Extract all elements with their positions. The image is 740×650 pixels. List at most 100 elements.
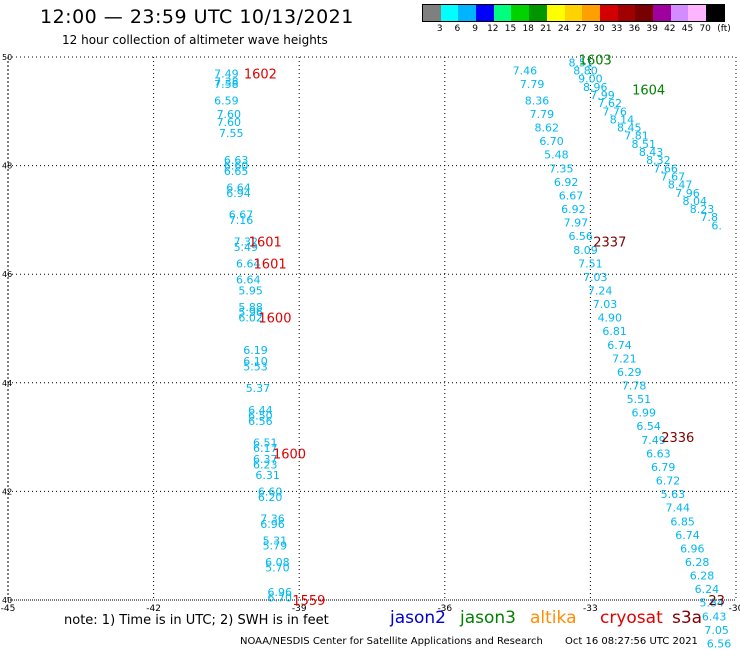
lat-tick-label: 50 (2, 53, 12, 62)
wave-height-value: 7.32 (234, 236, 259, 249)
legend-swatch (652, 5, 671, 21)
wave-height-value: 6.63 (224, 154, 249, 167)
map-subtitle: 12 hour collection of altimeter wave hei… (62, 33, 328, 47)
track-time-label: 2337 (593, 236, 626, 251)
wave-height-value: 8.32 (646, 154, 671, 167)
track-time-label: 1602 (244, 67, 277, 82)
wave-height-value: 6.24 (695, 583, 720, 596)
wave-height-value: 6.74 (607, 339, 632, 352)
legend-swatch (511, 5, 530, 21)
wave-height-value: 7.60 (217, 116, 242, 129)
wave-height-value: 6.96 (268, 586, 293, 599)
credit-line: NOAA/NESDIS Center for Satellite Applica… (240, 636, 543, 647)
wave-height-value: 5.70 (265, 561, 290, 574)
wave-height-value: 8.45 (617, 122, 642, 135)
axis-ticks: -45 -42 -39 -36 -33 -30 40 42 44 46 48 50 (1, 53, 740, 614)
wave-height-value: 6.17 (253, 442, 278, 455)
lat-tick-label: 44 (2, 379, 12, 388)
footnote: note: 1) Time is in UTC; 2) SWH is in fe… (64, 613, 329, 628)
legend-swatch (493, 5, 512, 21)
wave-height-value: 6.70 (268, 591, 293, 604)
satellite-name: cryosat (600, 608, 663, 628)
wave-height-value: 6.02 (238, 312, 263, 325)
wave-height-value: 7.66 (653, 162, 678, 175)
wave-height-value: 7.35 (549, 162, 574, 175)
track-time-label: 1600 (258, 312, 291, 327)
wave-height-value: 6.67 (559, 189, 584, 202)
wave-height-value: 6.92 (554, 176, 579, 189)
map-frame (7, 56, 737, 601)
legend-label: 36 (628, 24, 641, 34)
wave-height-value: 6.99 (632, 407, 657, 420)
wave-height-value: 7.38 (214, 75, 239, 88)
wave-height-value: 5.84 (699, 597, 724, 610)
wave-height-value: 7.21 (612, 352, 637, 365)
wave-height-value: 8.51 (632, 138, 657, 151)
wave-height-value: 8.14 (610, 113, 635, 126)
legend-label: 30 (593, 24, 605, 34)
wave-height-value: 8.09 (573, 244, 598, 257)
lat-tick-label: 42 (2, 487, 12, 496)
wave-height-value: 5.51 (627, 393, 652, 406)
legend-label: 21 (540, 24, 552, 34)
lon-tick-label: -36 (437, 604, 452, 614)
legend-labels: 3 6 9 12 15 18 21 24 27 30 33 36 39 42 45 70 (ft) (422, 24, 731, 36)
wave-height-value: 8.62 (534, 122, 559, 135)
track-time-label: 1603 (579, 54, 612, 69)
legend-swatch (599, 5, 618, 21)
lon-tick-label: -42 (146, 604, 161, 614)
wave-height-value: 6.70 (539, 135, 564, 148)
track-time-label: 2336 (661, 431, 694, 446)
wave-height-value: 6.56 (707, 637, 732, 650)
wave-height-value: 8.47 (668, 179, 693, 192)
wave-height-value: 6.43 (702, 610, 727, 623)
wave-height-value: 5.79 (263, 540, 288, 553)
wave-height-value: 6.56 (248, 415, 273, 428)
wave-height-value: 6.96 (260, 518, 285, 531)
legend-label: 12 (487, 24, 499, 34)
wave-height-value: 6.19 (243, 344, 268, 357)
wave-height-value: 6.92 (561, 203, 586, 216)
lon-tick-label: -30 (729, 604, 740, 614)
wave-height-value: 6.29 (617, 366, 642, 379)
wave-height-value: 6.74 (675, 529, 700, 542)
wave-height-value: 6.81 (602, 325, 627, 338)
wave-height-value: 7.16 (229, 214, 254, 227)
wave-height-value: 6.10 (243, 355, 268, 368)
wave-height-value: 7.79 (520, 78, 545, 91)
satellite-name: jason3 (460, 608, 516, 628)
legend-swatch (564, 5, 583, 21)
wave-height-value: 8.23 (690, 203, 715, 216)
wave-height-value: 7.03 (583, 271, 608, 284)
wave-height-value: 6.59 (214, 94, 239, 107)
wave-height-value: 7.78 (622, 380, 647, 393)
wave-height-value: 5.37 (246, 382, 271, 395)
wave-height-value: 7.99 (590, 89, 615, 102)
wave-height-value: 6.50 (248, 409, 273, 422)
wave-height-value: 8.36 (525, 94, 550, 107)
wave-height-value: 5.96 (238, 306, 263, 319)
wave-height-value: 8.51 (568, 56, 593, 69)
track-time-label: 1601 (254, 257, 287, 272)
legend-label: 18 (522, 24, 534, 34)
wave-height-value: 7.51 (578, 257, 603, 270)
wave-height-value: 7.46 (513, 65, 538, 78)
wave-height-value: 7.55 (219, 127, 244, 140)
wave-height-value: 7.81 (624, 130, 649, 143)
wave-height-value: 6.51 (253, 437, 278, 450)
lon-tick-label: -39 (292, 604, 307, 614)
legend-label: 70 (699, 24, 711, 34)
legend-label: 45 (681, 24, 694, 34)
wave-height-value: 7.76 (602, 105, 627, 118)
legend-swatch (706, 5, 724, 21)
legend-label: 15 (504, 24, 517, 34)
wave-height-value: 6.64 (236, 257, 261, 270)
track-time-label: 1604 (632, 84, 665, 99)
wave-height-value: 7.24 (588, 284, 613, 297)
wave-height-value: 6.37 (253, 453, 278, 466)
wave-height-value: 7.36 (260, 513, 285, 526)
wave-height-value: 6.54 (636, 420, 661, 433)
satellite-name: altika (530, 608, 577, 628)
legend-swatch (635, 5, 653, 21)
